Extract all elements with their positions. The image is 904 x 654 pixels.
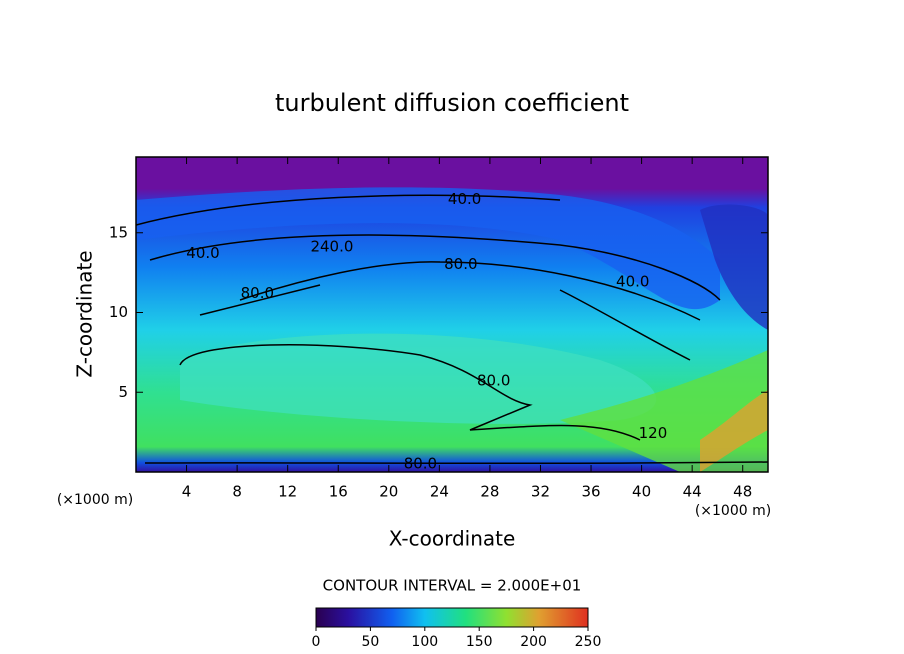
y-tick-label: 5 xyxy=(118,383,128,401)
chart-title: turbulent diffusion coefficient xyxy=(275,89,629,117)
contour-label: 40.0 xyxy=(448,190,481,208)
colorbar-tick-label: 100 xyxy=(411,634,438,650)
x-tick-label: 4 xyxy=(182,483,192,501)
x-tick-label: 48 xyxy=(733,483,752,501)
contour-label: 40.0 xyxy=(616,273,649,291)
contour-label: 80.0 xyxy=(444,255,477,273)
y-tick-label: 10 xyxy=(109,303,128,321)
x-tick-label: 8 xyxy=(232,483,242,501)
y-tick-label: 15 xyxy=(109,223,128,241)
x-unit: (×1000 m) xyxy=(695,503,771,519)
x-tick-label: 12 xyxy=(278,483,297,501)
y-axis-label: Z-coordinate xyxy=(73,250,97,377)
x-tick-label: 24 xyxy=(430,483,449,501)
colorbar-tick-label: 200 xyxy=(520,634,547,650)
colorbar-tick-label: 50 xyxy=(361,634,379,650)
colorbar-tick-label: 0 xyxy=(312,634,321,650)
x-tick-label: 36 xyxy=(581,483,600,501)
contour-label: 120 xyxy=(639,424,668,442)
contour-label: 80.0 xyxy=(477,372,510,390)
contour-label: 240.0 xyxy=(310,238,353,256)
colorbar-tick-label: 150 xyxy=(466,634,493,650)
contour-field xyxy=(136,157,768,472)
x-axis-label: X-coordinate xyxy=(389,527,516,551)
x-tick-label: 20 xyxy=(379,483,398,501)
y-unit: (×1000 m) xyxy=(57,492,133,508)
x-tick-label: 32 xyxy=(531,483,550,501)
contour-label: 40.0 xyxy=(186,244,219,262)
contour-interval: CONTOUR INTERVAL = 2.000E+01 xyxy=(323,577,582,595)
x-tick-label: 16 xyxy=(329,483,348,501)
x-tick-label: 28 xyxy=(480,483,499,501)
x-tick-label: 40 xyxy=(632,483,651,501)
contour-label: 80.0 xyxy=(404,455,437,473)
plot-frame xyxy=(135,156,769,473)
colorbar-tick-label: 250 xyxy=(575,634,602,650)
x-tick-label: 44 xyxy=(683,483,702,501)
contour-label: 80.0 xyxy=(241,284,274,302)
colorbar xyxy=(315,607,589,628)
